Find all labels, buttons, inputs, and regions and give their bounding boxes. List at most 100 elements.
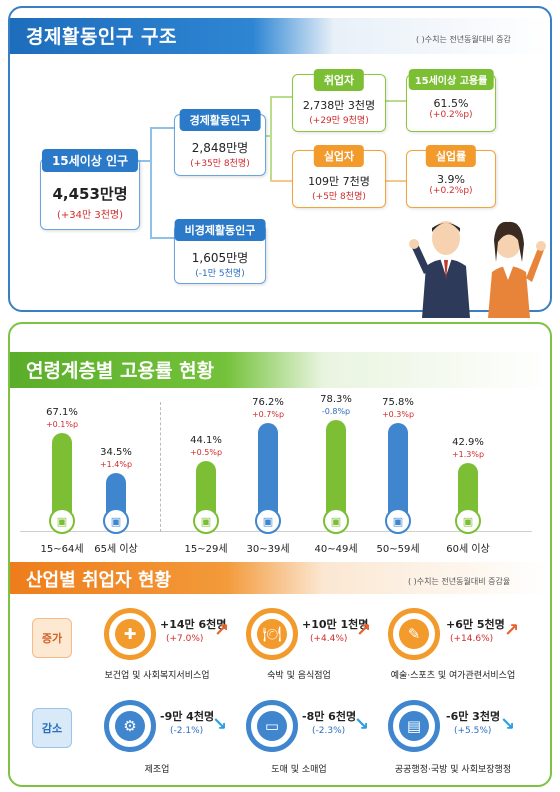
bar-value: 42.9%: [452, 436, 484, 448]
connector: [270, 180, 294, 182]
inactive-box: 비경제활동인구 1,605만명 (-1만 5천명): [174, 219, 266, 284]
bar-value: 34.5%: [100, 446, 132, 458]
gear-icon: ⚙: [104, 700, 156, 752]
connector: [384, 100, 406, 102]
chart-baseline: [20, 531, 532, 532]
employed-change: (+29만 9천명): [309, 116, 369, 126]
down-arrow-icon: ↘: [354, 714, 370, 735]
structure-note: ( )수치는 전년동월대비 증감: [416, 35, 511, 44]
bar-label: 30~39세: [246, 544, 290, 555]
industry-change: (+4.4%): [310, 634, 348, 644]
inactive-label: 비경제활동인구: [174, 219, 266, 241]
bar-change: +0.3%p: [381, 410, 415, 420]
unemployed-change: (+5만 8천명): [312, 192, 366, 202]
bar-change: +1.4%p: [99, 459, 133, 469]
inactive-change: (-1만 5천명): [195, 269, 245, 279]
industry-label: 제조업: [144, 765, 170, 775]
industry-label: 예술·스포츠 및 여가관련서비스업: [390, 671, 516, 681]
basket-icon: ▭: [246, 700, 298, 752]
age-banner: [10, 352, 550, 388]
emp-rate-box: 15세이상 고용률 61.5% (+0.2%p): [406, 69, 496, 132]
active-box: 경제활동인구 2,848만명 (+35만 8천명): [174, 109, 266, 176]
industry-change: (-2.3%): [312, 726, 346, 736]
bar-change: +1.3%p: [451, 449, 485, 459]
unemployed-label: 실업자: [313, 145, 365, 167]
age-title: 연령계층별 고용률 현황: [26, 360, 215, 382]
unemp-rate-change: (+0.2%p): [429, 186, 473, 196]
industry-value: +6만 5천명: [446, 618, 505, 631]
bar-change: +0.5%p: [189, 448, 223, 458]
decrease-badge: 감소: [32, 708, 72, 748]
industry-label: 보건업 및 사회복지서비스업: [104, 671, 210, 681]
bar-label: 60세 이상: [446, 544, 490, 555]
bar-document-icon: ▣: [193, 508, 219, 534]
connector: [262, 135, 272, 137]
active-change: (+35만 8천명): [190, 159, 250, 169]
down-arrow-icon: ↘: [212, 714, 228, 735]
connector: [270, 96, 272, 182]
increase-badge: 증가: [32, 618, 72, 658]
bar-document-icon: ▣: [385, 508, 411, 534]
industry-value: -9만 4천명: [160, 710, 215, 723]
emp-rate-value: 61.5%: [433, 97, 469, 110]
bar-document-icon: ▣: [49, 508, 75, 534]
bar-value: 67.1%: [46, 407, 78, 419]
age-bar: [196, 461, 216, 520]
bar-value: 76.2%: [252, 396, 284, 408]
bar-value: 78.3%: [320, 394, 352, 406]
bar-document-icon: ▣: [103, 508, 129, 534]
employed-box: 취업자 2,738만 3천명 (+29만 9천명): [292, 69, 386, 132]
active-label: 경제활동인구: [179, 109, 261, 131]
industry-value: -8만 6천명: [302, 710, 357, 723]
bar-label: 65세 이상: [94, 544, 138, 555]
industry-note: ( )수치는 전년동월대비 증감율: [408, 577, 511, 586]
connector: [150, 237, 174, 239]
connector: [270, 96, 294, 98]
bar-label: 50~59세: [376, 544, 420, 555]
pop15-label: 15세이상 인구: [41, 149, 139, 172]
connector: [150, 127, 174, 129]
unemployed-value: 109만 7천명: [308, 175, 370, 188]
bar-change: +0.7%p: [251, 409, 285, 419]
bar-document-icon: ▣: [255, 508, 281, 534]
industry-title: 산업별 취업자 현황: [26, 570, 172, 591]
structure-banner: [10, 18, 550, 54]
age-bar: [326, 420, 346, 520]
up-arrow-icon: ↗: [356, 620, 372, 641]
up-arrow-icon: ↗: [214, 620, 230, 641]
bar-value: 75.8%: [382, 397, 414, 409]
industry-label: 도매 및 소매업: [271, 765, 327, 775]
pop15-value: 4,453만명: [52, 185, 128, 203]
medical-kit-icon: ✚: [104, 608, 156, 660]
connector: [384, 180, 406, 182]
bar-document-icon: ▣: [455, 508, 481, 534]
connector: [138, 160, 150, 162]
industry-change: (+14.6%): [450, 634, 494, 644]
down-arrow-icon: ↘: [500, 714, 516, 735]
bar-label: 15~29세: [184, 544, 228, 555]
industry-value: -6만 3천명: [446, 710, 501, 723]
pop15-change: (+34만 3천명): [56, 210, 124, 221]
age-bar: [52, 433, 72, 520]
industry-banner: [10, 562, 550, 594]
business-people-illustration: [409, 221, 546, 318]
dining-icon: 🍽: [246, 608, 298, 660]
bar-label: 15~64세: [40, 544, 84, 555]
up-arrow-icon: ↗: [504, 620, 520, 641]
industry-change: (-2.1%): [170, 726, 204, 736]
unemp-rate-label: 실업률: [425, 145, 477, 167]
unemp-rate-value: 3.9%: [437, 173, 465, 186]
employed-value: 2,738만 3천명: [302, 99, 376, 112]
industry-change: (+7.0%): [166, 634, 204, 644]
industry-change: (+5.5%): [454, 726, 492, 736]
emp-rate-change: (+0.2%p): [429, 110, 473, 120]
art-icon: ✎: [388, 608, 440, 660]
active-value: 2,848만명: [191, 141, 249, 155]
industry-label: 공공행정·국방 및 사회보장행정: [394, 765, 512, 775]
unemployed-box: 실업자 109만 7천명 (+5만 8천명): [292, 145, 386, 208]
age-bar: [388, 423, 408, 520]
bar-document-icon: ▣: [323, 508, 349, 534]
age-bar: [258, 422, 278, 520]
employed-label: 취업자: [313, 69, 365, 91]
pop15-box: 15세이상 인구 4,453만명 (+34만 3천명): [40, 149, 140, 230]
